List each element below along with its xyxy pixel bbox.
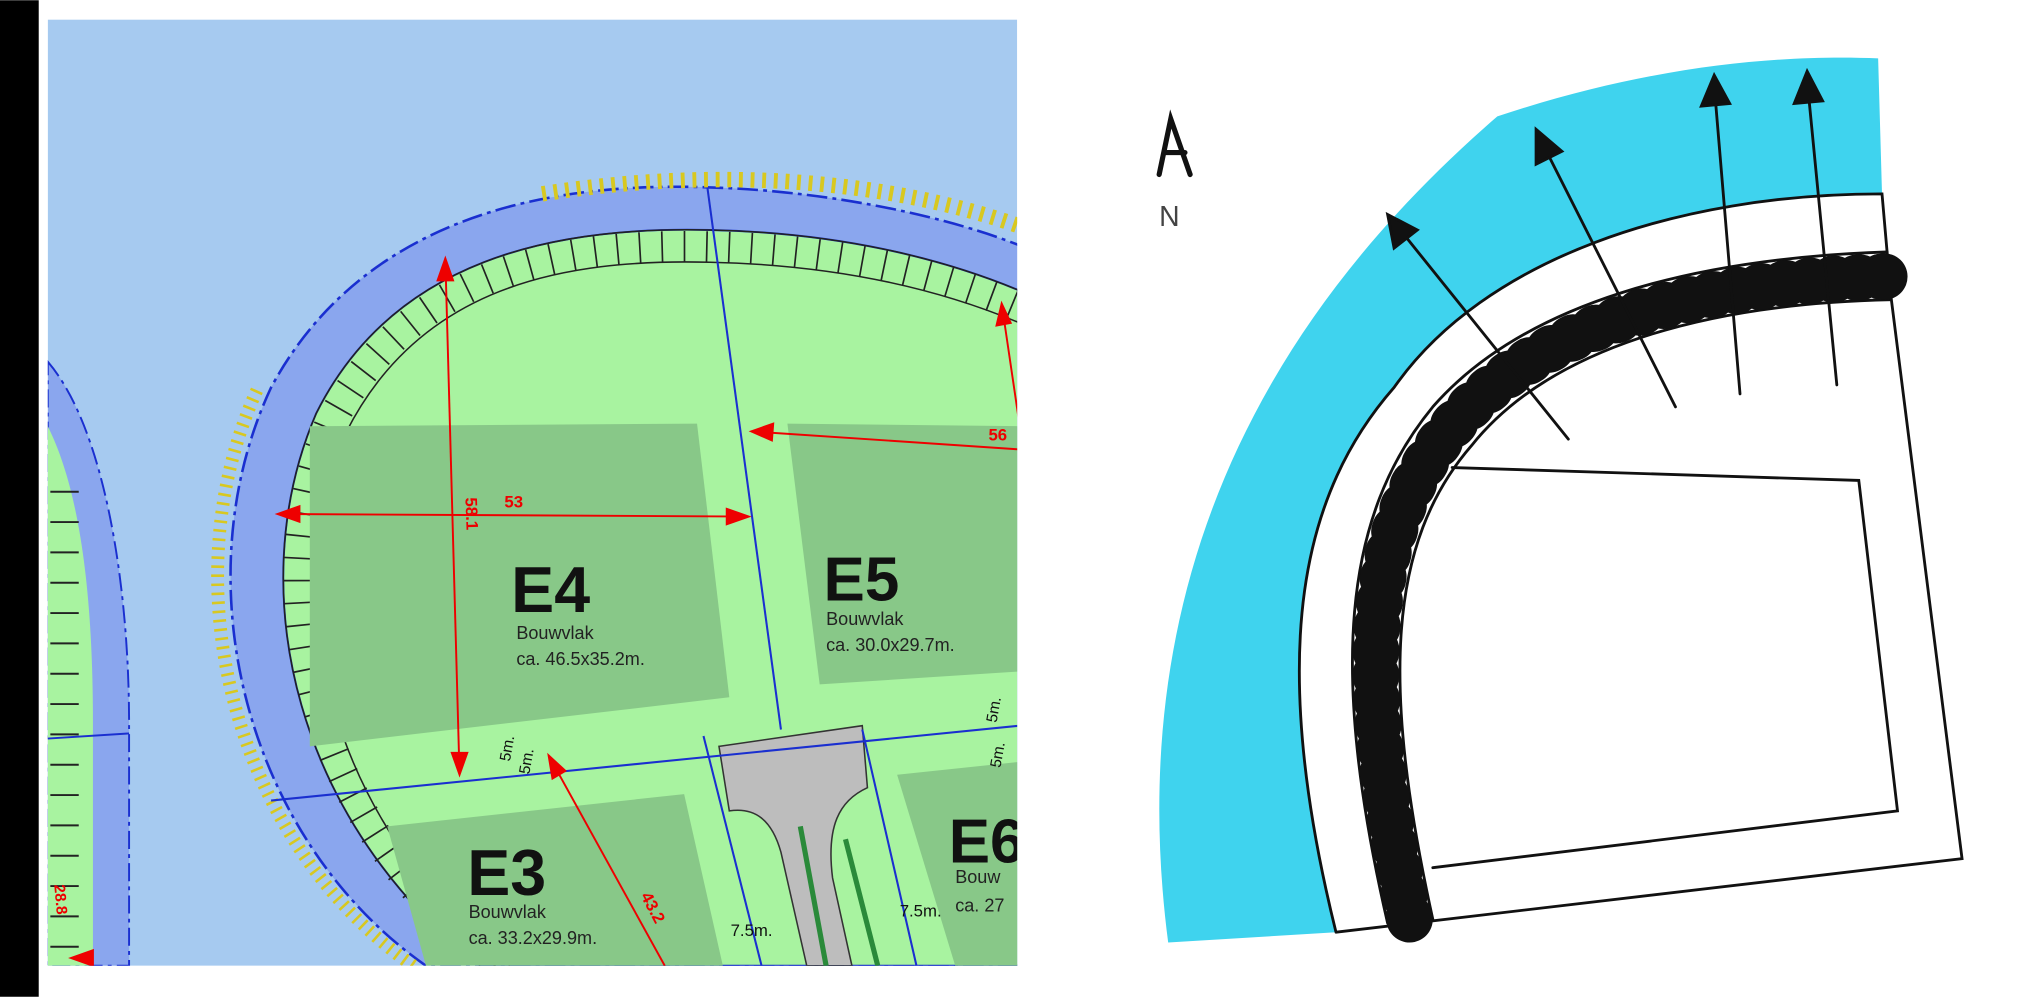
lot-label: E5: [824, 545, 900, 614]
lot-type: Bouwvlak: [516, 623, 594, 643]
sketch: [1156, 57, 1964, 943]
setback-label: 5m.: [497, 734, 518, 762]
setback-label: 7.5m.: [731, 921, 773, 940]
site-plan: 53 58.1 56 43.2 28.8 E4 Bouwvlak ca. 46.…: [47, 19, 1025, 966]
lot-type: Bouw: [955, 867, 1001, 887]
lot-label: E4: [511, 554, 590, 626]
lot-size: ca. 27: [955, 896, 1004, 916]
setback-label: 7.5m.: [900, 902, 942, 921]
dimension-label: 56: [988, 425, 1007, 444]
north-label: N: [1159, 201, 1180, 233]
dimension-label: 28.8: [50, 884, 70, 916]
lot-label: E3: [467, 837, 546, 909]
dimension-label: 53: [504, 493, 523, 512]
lot-size: ca. 33.2x29.9m.: [469, 928, 598, 948]
lot-label: E6: [949, 808, 1025, 877]
lot-size: ca. 46.5x35.2m.: [516, 649, 645, 669]
lot-type: Bouwvlak: [826, 609, 904, 629]
setback-label: 5m.: [984, 695, 1005, 723]
lot-type: Bouwvlak: [469, 902, 547, 922]
lot-size: ca. 30.0x29.7m.: [826, 635, 955, 655]
setback-label: 5m.: [988, 741, 1009, 769]
dimension-label: 58.1: [461, 497, 481, 530]
left-edge: [0, 0, 39, 997]
setback-label: 5m.: [516, 747, 537, 775]
